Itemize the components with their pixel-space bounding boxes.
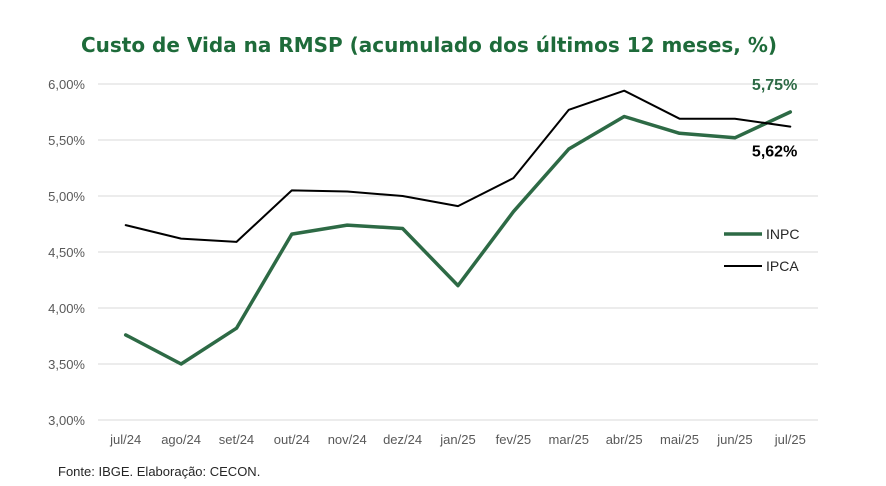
gridlines	[98, 83, 818, 421]
x-tick-label: ago/24	[161, 432, 201, 447]
x-tick-label: nov/24	[328, 432, 367, 447]
legend: INPC IPCA	[724, 226, 799, 274]
y-tick-label: 5,00%	[48, 189, 85, 204]
series-line-inpc	[123, 110, 793, 366]
y-tick-label: 4,50%	[48, 245, 85, 260]
end-label-inpc: 5,75%	[752, 77, 797, 94]
chart-title: Custo de Vida na RMSP (acumulado dos últ…	[81, 33, 777, 57]
x-axis: jul/24 ago/24 set/24 out/24 nov/24 dez/24 jan/…	[109, 432, 806, 447]
x-tick-label: dez/24	[383, 432, 422, 447]
y-tick-label: 4,00%	[48, 301, 85, 316]
x-tick-label: fev/25	[496, 432, 531, 447]
y-axis: 3,00% 3,50% 4,00% 4,50% 5,00% 5,50% 6,00%	[48, 77, 85, 428]
x-tick-label: set/24	[219, 432, 254, 447]
series-line-ipca	[124, 89, 792, 243]
source-note: Fonte: IBGE. Elaboração: CECON.	[58, 464, 260, 479]
x-tick-label: jul/25	[774, 432, 806, 447]
x-tick-label: jul/24	[109, 432, 141, 447]
legend-label-ipca: IPCA	[766, 258, 799, 274]
y-tick-label: 3,50%	[48, 357, 85, 372]
x-tick-label: mai/25	[660, 432, 699, 447]
y-tick-label: 5,50%	[48, 133, 85, 148]
x-tick-label: out/24	[274, 432, 310, 447]
y-tick-label: 3,00%	[48, 413, 85, 428]
x-tick-label: jan/25	[439, 432, 475, 447]
x-tick-label: jun/25	[716, 432, 752, 447]
legend-label-inpc: INPC	[766, 226, 799, 242]
end-label-ipca: 5,62%	[752, 144, 797, 161]
x-tick-label: mar/25	[549, 432, 589, 447]
x-tick-label: abr/25	[606, 432, 643, 447]
y-tick-label: 6,00%	[48, 77, 85, 92]
end-annotations: 5,75% 5,62%	[752, 77, 797, 161]
series-lines	[123, 89, 793, 366]
